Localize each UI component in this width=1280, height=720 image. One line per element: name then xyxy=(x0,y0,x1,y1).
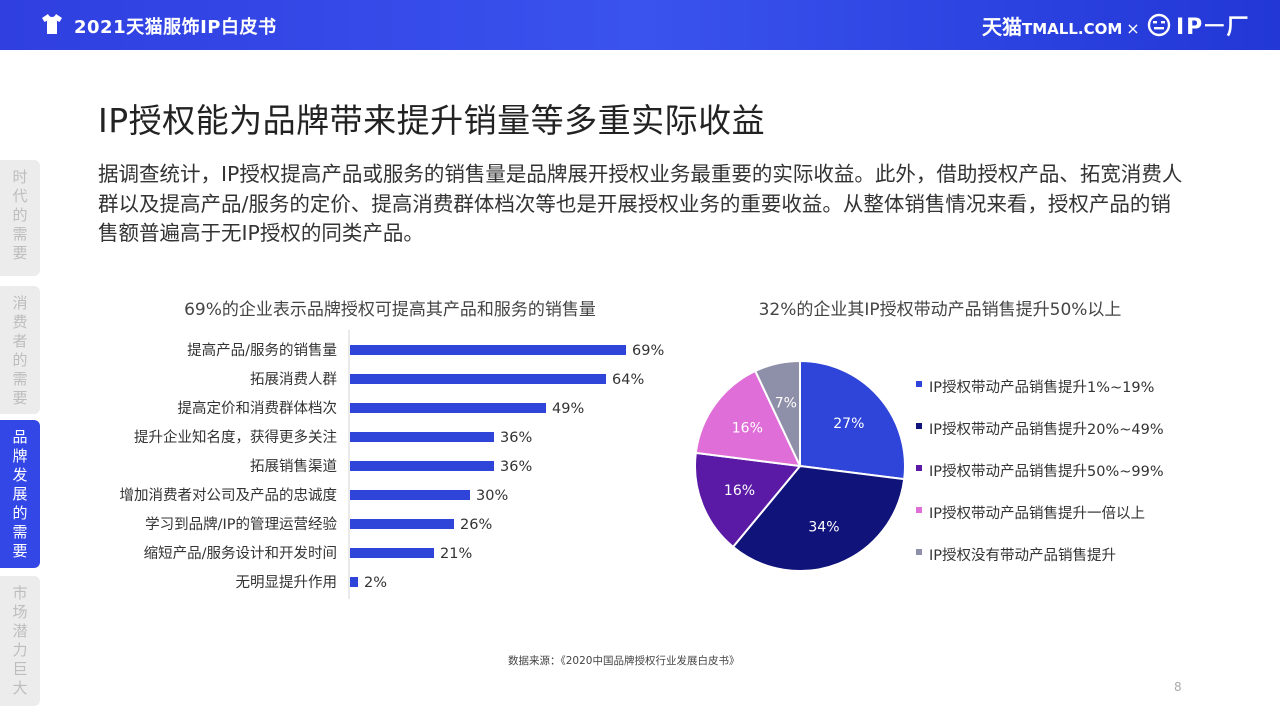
pie-slice xyxy=(753,359,801,467)
pie-slice xyxy=(694,369,802,468)
side-tab-label: 市场潜力巨大 xyxy=(12,584,28,697)
pie-chart-title: 32%的企业其IP授权带动产品销售提升50%以上 xyxy=(758,300,1122,320)
tmall-logo: 天猫TMALL.COM × xyxy=(982,11,1144,40)
side-tab-era[interactable]: 时代的需要 xyxy=(0,160,40,276)
pie-chart: 27% 34% 16% 16% 7% xyxy=(694,359,906,572)
legend-item: IP授权带动产品销售提升1%~19% xyxy=(916,376,1164,418)
page-number: 8 xyxy=(1174,680,1182,694)
bar xyxy=(350,577,358,587)
bar xyxy=(350,548,434,558)
brand-separator: × xyxy=(1126,19,1140,38)
legend-swatch xyxy=(916,507,922,513)
bar-value-label: 36% xyxy=(500,459,532,475)
bar-category-label: 无明显提升作用 xyxy=(236,574,338,591)
side-tab-brand[interactable]: 品牌发展的需要 xyxy=(0,420,40,568)
page-headline: IP授权能为品牌带来提升销量等多重实际收益 xyxy=(98,101,766,140)
side-tab-label: 时代的需要 xyxy=(12,168,28,262)
bar-value-label: 21% xyxy=(440,546,472,562)
tshirt-icon xyxy=(42,14,62,34)
bar-value-label: 49% xyxy=(552,401,584,417)
side-tab-label: 消费者的需要 xyxy=(12,294,28,407)
legend-label: IP授权带动产品销售提升20%~49% xyxy=(929,422,1164,438)
bar-category-label: 提升企业知名度，获得更多关注 xyxy=(134,428,337,446)
pie-value-label: 16% xyxy=(724,483,755,499)
intro-paragraph: 据调查统计，IP授权提高产品或服务的销售量是品牌展开授权业务最重要的实际收益。此… xyxy=(98,162,1183,245)
bar xyxy=(350,403,546,413)
pie-slice xyxy=(799,359,906,481)
bar xyxy=(350,490,470,500)
bar-category-label: 提高产品/服务的销售量 xyxy=(187,342,337,359)
ip-factory-logo: IPㅡ厂 xyxy=(1176,15,1251,40)
bar-chart-title: 69%的企业表示品牌授权可提高其产品和服务的销售量 xyxy=(184,300,596,320)
legend-swatch xyxy=(916,381,922,387)
bar-value-label: 64% xyxy=(612,372,644,388)
bar xyxy=(350,519,454,529)
legend-swatch xyxy=(916,465,922,471)
bar-category-label: 提高定价和消费群体档次 xyxy=(178,400,338,417)
pie-value-label: 34% xyxy=(808,520,839,536)
side-tab-consumer[interactable]: 消费者的需要 xyxy=(0,286,40,414)
pie-value-label: 16% xyxy=(732,421,763,437)
bar-value-label: 36% xyxy=(500,430,532,446)
pie-slice xyxy=(731,464,906,572)
bar-value-label: 69% xyxy=(632,343,664,359)
legend-item: IP授权带动产品销售提升50%~99% xyxy=(916,460,1164,502)
side-tab-market[interactable]: 市场潜力巨大 xyxy=(0,576,40,706)
legend-item: IP授权带动产品销售提升一倍以上 xyxy=(916,502,1164,544)
header-bar: 2021天猫服饰IP白皮书 天猫TMALL.COM × IPㅡ厂 xyxy=(0,0,1280,50)
bar-category-label: 学习到品牌/IP的管理运营经验 xyxy=(145,516,337,533)
pie-value-label: 7% xyxy=(775,395,797,411)
legend-swatch xyxy=(916,549,922,555)
tmall-logo-domain: TMALL.COM xyxy=(1022,20,1123,38)
side-tab-label: 品牌发展的需要 xyxy=(12,428,28,560)
report-title: 2021天猫服饰IP白皮书 xyxy=(74,17,277,38)
legend-label: IP授权带动产品销售提升一倍以上 xyxy=(929,506,1146,522)
legend-swatch xyxy=(916,423,922,429)
legend-item: IP授权带动产品销售提升20%~49% xyxy=(916,418,1164,460)
legend-label: IP授权带动产品销售提升50%~99% xyxy=(929,464,1164,480)
pie-legend: IP授权带动产品销售提升1%~19% IP授权带动产品销售提升20%~49% IP授… xyxy=(916,376,1164,586)
legend-item: IP授权没有带动产品销售提升 xyxy=(916,544,1164,586)
pie-slice xyxy=(694,451,802,549)
bar-category-label: 拓展消费人群 xyxy=(250,371,337,388)
legend-label: IP授权没有带动产品销售提升 xyxy=(929,548,1117,564)
bar-category-label: 增加消费者对公司及产品的忠诚度 xyxy=(120,487,338,504)
bar xyxy=(350,345,626,355)
bar-category-label: 拓展销售渠道 xyxy=(250,458,337,475)
tmall-logo-cn: 天猫 xyxy=(982,15,1022,39)
bar-value-label: 26% xyxy=(460,517,492,533)
ip-face-icon xyxy=(1147,13,1171,37)
bar-category-label: 缩短产品/服务设计和开发时间 xyxy=(144,545,337,562)
pie-value-label: 27% xyxy=(833,416,864,432)
bar-value-label: 30% xyxy=(476,488,508,504)
bar xyxy=(350,374,606,384)
bar xyxy=(350,432,494,442)
bar xyxy=(350,461,494,471)
bar-chart: 提高产品/服务的销售量 69% 拓展消费人群 64% 提高定价和消费群体档次 49% 提升企… xyxy=(120,330,664,599)
bar-value-label: 2% xyxy=(364,575,387,591)
data-source: 数据来源：《2020中国品牌授权行业发展白皮书》 xyxy=(508,655,740,667)
legend-label: IP授权带动产品销售提升1%~19% xyxy=(929,380,1155,396)
